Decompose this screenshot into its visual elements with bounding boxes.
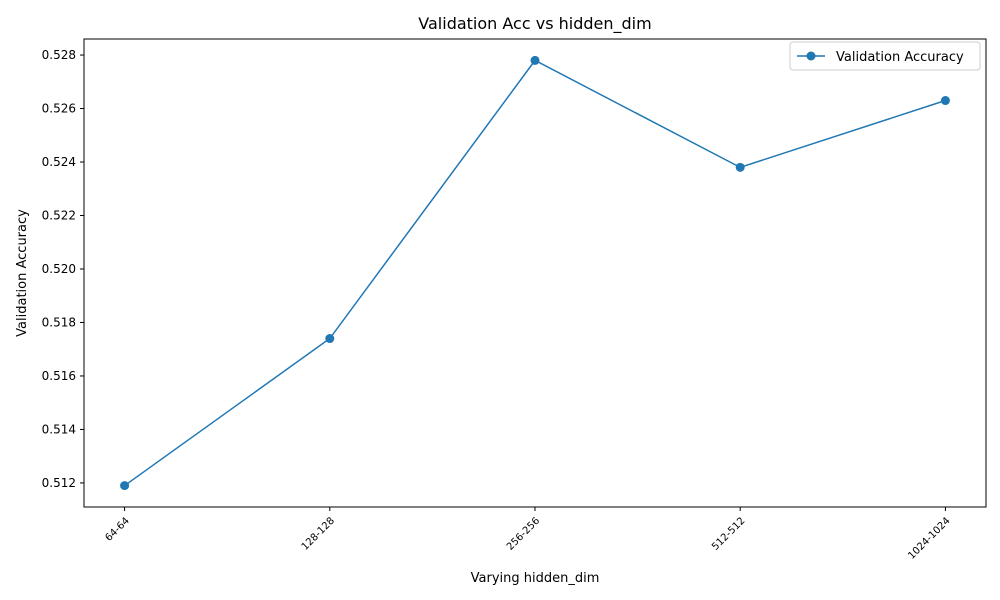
series-line <box>124 59 946 487</box>
y-tick-label: 0.524 <box>42 155 76 169</box>
data-point <box>120 481 130 491</box>
y-tick-label: 0.526 <box>42 102 76 116</box>
legend-marker-swatch <box>806 51 816 61</box>
data-point <box>530 55 540 65</box>
y-tick-label: 0.522 <box>42 209 76 223</box>
y-tick-label: 0.520 <box>42 262 76 276</box>
x-tick-label: 512-512 <box>710 515 747 552</box>
data-point <box>940 96 950 106</box>
y-tick-label: 0.516 <box>42 369 76 383</box>
x-axis-label: Varying hidden_dim <box>471 571 600 586</box>
chart-title: Validation Acc vs hidden_dim <box>418 14 651 34</box>
y-tick-label: 0.514 <box>42 422 76 436</box>
legend-box <box>789 41 981 71</box>
x-tick-label: 256-256 <box>505 515 542 552</box>
x-tick-label: 128-128 <box>300 515 337 552</box>
y-tick-label: 0.512 <box>42 476 76 490</box>
legend: Validation Accuracy <box>789 41 981 71</box>
plot-frame <box>83 38 987 508</box>
y-tick-label: 0.518 <box>42 315 76 329</box>
ticks: 0.512 0.514 0.516 0.518 0.520 0.522 0.524 0.526… <box>42 48 953 562</box>
x-tick-label: 64-64 <box>104 515 132 543</box>
y-tick-label: 0.528 <box>42 48 76 62</box>
legend-label: Validation Accuracy <box>836 50 964 65</box>
axes <box>83 38 987 508</box>
x-tick-label: 1024-1024 <box>906 515 952 561</box>
data-point <box>325 334 335 344</box>
series <box>120 55 950 491</box>
y-axis-label: Validation Accuracy <box>15 209 30 337</box>
data-point <box>735 162 745 172</box>
